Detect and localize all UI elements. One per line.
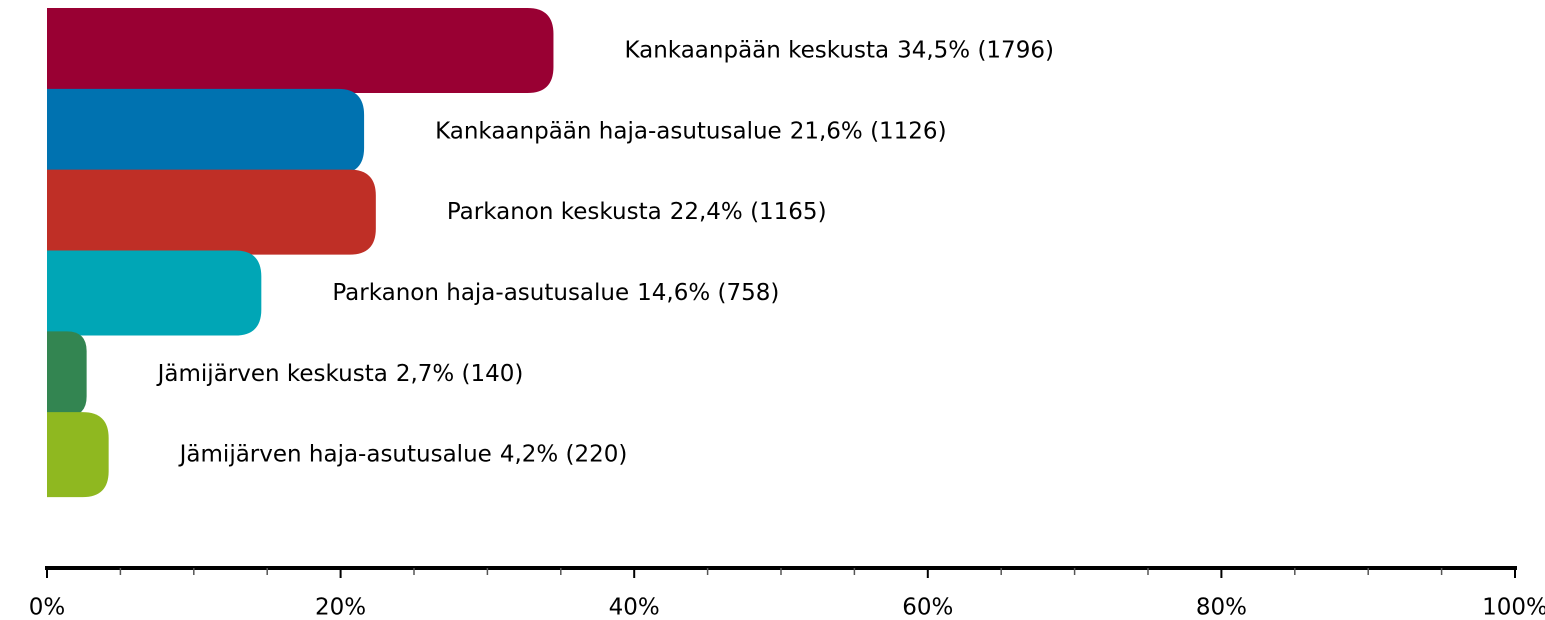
x-tick-label: 100% [1482, 595, 1545, 620]
bar-label: Kankaanpään keskusta 34,5% (1796) [624, 37, 1053, 63]
value-label: 2,7% (140) [396, 360, 524, 386]
bar [47, 331, 87, 417]
value-label: 21,6% (1126) [790, 118, 947, 144]
value-label: 4,2% (220) [500, 441, 628, 467]
bar [47, 169, 376, 255]
bar-label: Parkanon haja-asutusalue 14,6% (758) [332, 280, 779, 306]
x-tick-label: 80% [1196, 595, 1247, 620]
bar [47, 8, 554, 93]
value-label: 14,6% (758) [637, 280, 779, 306]
category-name: Jämijärven keskusta [156, 360, 388, 386]
bar-label: Parkanon keskusta 22,4% (1165) [447, 199, 827, 225]
x-tick-label: 20% [315, 595, 366, 620]
bar [47, 250, 262, 336]
category-name: Kankaanpään keskusta [624, 37, 889, 63]
value-label: 34,5% (1796) [897, 37, 1054, 63]
value-label: 22,4% (1165) [670, 199, 827, 225]
category-name: Jämijärven haja-asutusalue [178, 441, 492, 467]
x-tick-label: 60% [902, 595, 953, 620]
x-tick-label: 40% [609, 595, 660, 620]
category-name: Parkanon haja-asutusalue [332, 280, 629, 306]
category-name: Kankaanpään haja-asutusalue [435, 118, 782, 144]
category-name: Parkanon keskusta [447, 199, 662, 225]
bar-label: Jämijärven keskusta 2,7% (140) [156, 360, 524, 386]
bar-label: Jämijärven haja-asutusalue 4,2% (220) [178, 441, 628, 467]
bar [47, 412, 109, 498]
x-tick-label: 0% [29, 595, 66, 620]
bar-label: Kankaanpään haja-asutusalue 21,6% (1126) [435, 118, 946, 144]
bar [47, 88, 365, 174]
